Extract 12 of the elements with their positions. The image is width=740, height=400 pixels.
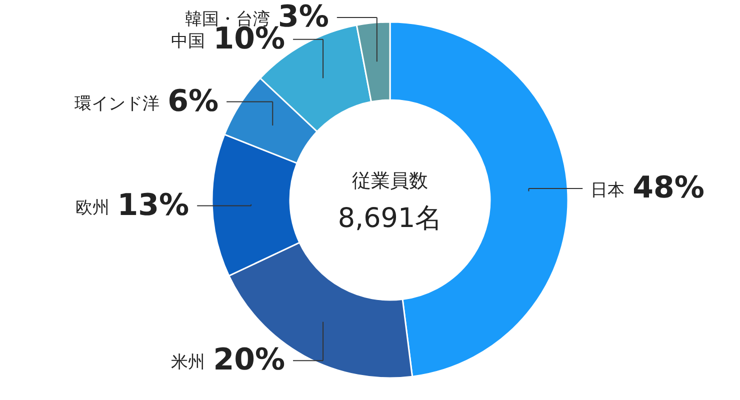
data-label: 20% [213, 342, 286, 378]
data-label: 6% [168, 84, 219, 119]
data-label: 48% [632, 170, 704, 206]
slice-label: 中国 [171, 31, 206, 52]
slice-label: 米州 [171, 352, 206, 373]
slice-label: 日本 [590, 180, 625, 200]
slice-label: 欧州 [75, 198, 110, 218]
text: 8,691名 [338, 203, 442, 234]
slice-label: 環インド洋 [74, 94, 160, 114]
data-label: 13% [117, 188, 190, 223]
text: 従業員数 [352, 170, 428, 192]
data-label: 3% [278, 0, 329, 34]
